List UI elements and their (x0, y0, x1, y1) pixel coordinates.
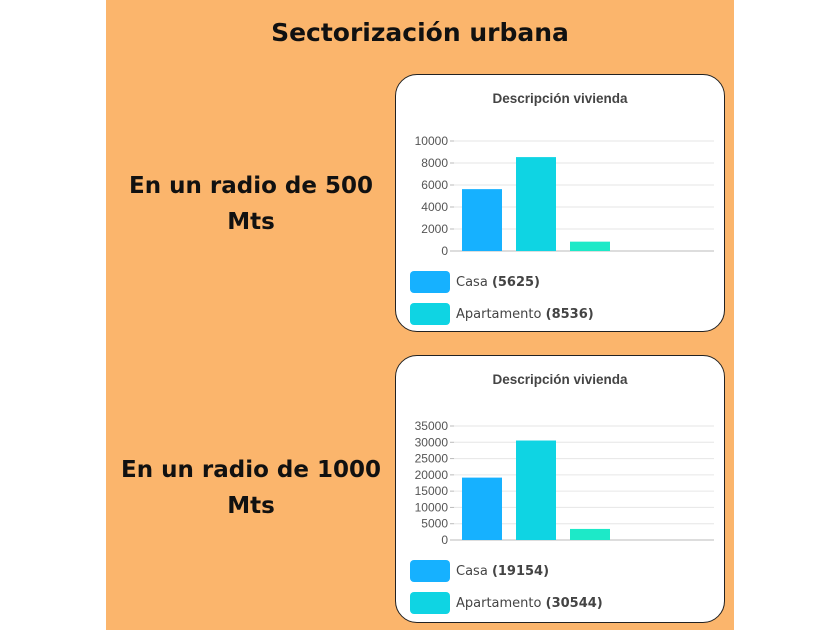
y-tick-label: 6000 (421, 178, 448, 192)
legend-label: Casa (5625) (456, 274, 541, 290)
y-tick-label: 2000 (421, 222, 448, 236)
bar-apartamento[interactable] (516, 157, 556, 251)
radius-500-label: En un radio de 500 Mts (129, 173, 373, 235)
y-tick-label: 8000 (421, 156, 448, 170)
y-tick-label: 15000 (415, 484, 449, 498)
legend-swatch-apartamento (410, 303, 450, 325)
legend-swatch-casa (410, 560, 450, 582)
radius-1000-label: En un radio de 1000 Mts (121, 457, 381, 519)
legend-item-apartamento[interactable]: Apartamento (8536) (410, 303, 594, 325)
legend-swatch-apartamento (410, 592, 450, 614)
y-tick-label: 10000 (415, 500, 449, 514)
bar-other[interactable] (570, 528, 610, 540)
legend-label: Casa (19154) (456, 563, 550, 579)
bar-apartamento[interactable] (516, 440, 556, 540)
legend-label: Apartamento (30544) (456, 595, 603, 611)
chart-title: Descripción vivienda (492, 91, 628, 106)
legend-label: Apartamento (8536) (456, 306, 594, 322)
chart-card-1000: Descripción vivienda 0 5000 10000 15000 2000… (395, 355, 725, 623)
y-tick-label: 25000 (415, 452, 449, 466)
bar-chart-1000: 0 5000 10000 15000 20000 25000 30000 35000 (415, 419, 714, 547)
legend-swatch-casa (410, 271, 450, 293)
chart-card-500: Descripción vivienda 0 2000 4000 6000 8000 10… (395, 74, 725, 332)
legend-value: (8536) (545, 306, 594, 322)
y-tick-label: 0 (441, 244, 448, 258)
y-tick-label: 0 (441, 533, 448, 547)
slide-background: Sectorización urbana En un radio de 500 … (106, 0, 734, 630)
bar-chart-500: 0 2000 4000 6000 8000 10000 (415, 134, 714, 258)
bar-casa[interactable] (462, 477, 502, 540)
bar-casa[interactable] (462, 189, 502, 251)
legend-value: (5625) (491, 274, 541, 290)
y-tick-label: 5000 (421, 517, 448, 531)
y-tick-label: 4000 (421, 200, 448, 214)
legend-item-apartamento[interactable]: Apartamento (30544) (410, 592, 603, 614)
legend-item-casa[interactable]: Casa (19154) (410, 560, 603, 582)
page-title: Sectorización urbana (271, 18, 569, 47)
y-tick-label: 20000 (415, 468, 449, 482)
chart-legend: Casa (19154) Apartamento (30544) (410, 560, 603, 622)
y-tick-label: 35000 (415, 419, 449, 433)
legend-item-casa[interactable]: Casa (5625) (410, 271, 594, 293)
chart-title: Descripción vivienda (492, 372, 628, 387)
chart-legend: Casa (5625) Apartamento (8536) (410, 271, 594, 331)
legend-value: (30544) (545, 595, 603, 611)
y-tick-label: 10000 (415, 134, 449, 148)
y-tick-label: 30000 (415, 435, 449, 449)
legend-value: (19154) (491, 563, 550, 579)
bar-other[interactable] (570, 241, 610, 251)
